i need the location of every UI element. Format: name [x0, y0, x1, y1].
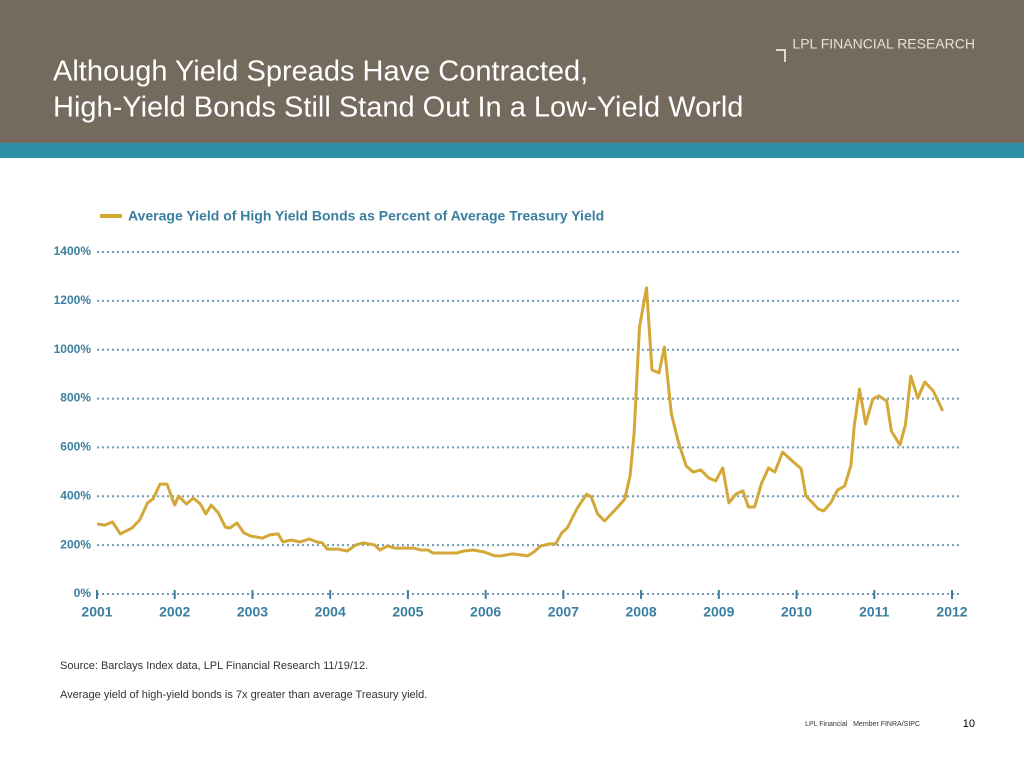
y-tick-label: 400%	[60, 488, 91, 502]
x-tick-label: 2001	[81, 604, 112, 620]
x-tick-label: 2002	[159, 604, 190, 620]
title: High-Yield Bonds Still Stand Out In a Lo…	[53, 92, 743, 124]
brand-mark	[776, 49, 786, 62]
x-tick-label: 2012	[936, 604, 967, 620]
legend-label: Average Yield of High Yield Bonds as Per…	[128, 208, 604, 224]
note: Average yield of high-yield bonds is 7x …	[60, 689, 427, 701]
y-tick-label: 1000%	[54, 342, 92, 356]
x-tick-label: 2011	[859, 604, 890, 620]
x-tick-label: 2006	[470, 604, 501, 620]
x-tick-label: 2008	[626, 604, 657, 620]
brand: LPL FINANCIAL RESEARCH	[792, 36, 975, 52]
header-stripe	[0, 143, 1024, 158]
header-band	[0, 0, 1024, 143]
y-tick-label: 600%	[60, 440, 91, 454]
x-tick-label: 2003	[237, 604, 268, 620]
y-tick-label: 1200%	[54, 293, 92, 307]
x-tick-label: 2005	[392, 604, 423, 620]
source-note: Source: Barclays Index data, LPL Financi…	[60, 660, 368, 672]
x-tick-label: 2010	[781, 604, 812, 620]
x-tick-label: 2009	[703, 604, 734, 620]
footer: LPL Financial Member FINRA/SIPC	[805, 721, 920, 728]
y-tick-label: 800%	[60, 391, 91, 405]
chart: 0% 200% 400% 600% 800% 1000% 1200% 1400% 2001 200…	[54, 208, 968, 620]
x-tick-label: 2007	[548, 604, 579, 620]
x-tick-label: 2004	[315, 604, 346, 620]
line	[96, 286, 945, 558]
y-tick-label: 0%	[74, 586, 92, 600]
y-tick-label: 1400%	[54, 244, 92, 258]
y-tick-label: 200%	[60, 537, 91, 551]
page-number: 10	[963, 718, 975, 730]
title: Although Yield Spreads Have Contracted,	[53, 56, 588, 88]
